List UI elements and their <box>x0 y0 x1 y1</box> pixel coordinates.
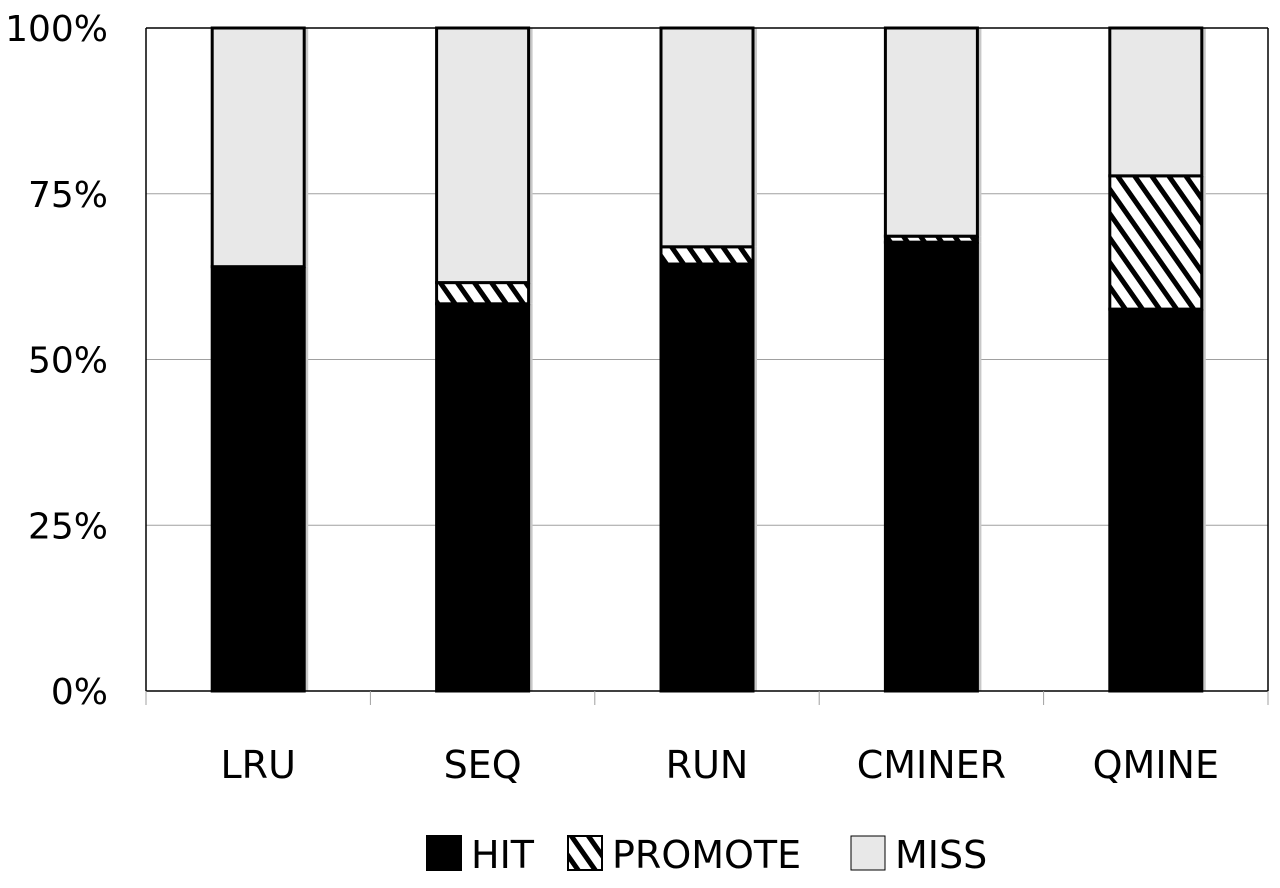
x-tick-label: SEQ <box>444 743 522 787</box>
bar-segment-hit <box>659 262 755 693</box>
legend-label: HIT <box>471 833 535 877</box>
bar-segment-hit <box>435 302 531 693</box>
x-tick-label: QMINE <box>1093 743 1219 787</box>
y-tick-label: 50% <box>28 341 108 382</box>
bar-segment-miss <box>210 26 306 269</box>
y-tick-label: 0% <box>51 672 108 713</box>
bar-segment-hit <box>883 240 979 693</box>
legend-label: PROMOTE <box>612 833 801 877</box>
y-tick-label: 75% <box>28 175 108 216</box>
bar-segment-miss <box>883 26 979 238</box>
legend-label: MISS <box>895 833 987 877</box>
x-tick-label: LRU <box>221 743 296 787</box>
bar-segment-miss <box>1108 26 1204 178</box>
legend-swatch-miss <box>850 835 886 871</box>
bar-segment-promote <box>659 245 755 266</box>
bar-segment-promote <box>1108 174 1204 311</box>
bar-segment-hit <box>1108 307 1204 693</box>
x-tick-label: RUN <box>666 743 749 787</box>
x-tick-label: CMINER <box>857 743 1006 787</box>
y-tick-label: 100% <box>5 9 108 50</box>
bar-segment-promote <box>435 281 531 306</box>
bar-segment-hit <box>210 265 306 693</box>
bar-segment-miss <box>435 26 531 285</box>
y-tick-label: 25% <box>28 506 108 547</box>
legend-swatch-promote <box>567 835 603 871</box>
bar-segment-miss <box>659 26 755 249</box>
legend-swatch-hit <box>426 835 462 871</box>
